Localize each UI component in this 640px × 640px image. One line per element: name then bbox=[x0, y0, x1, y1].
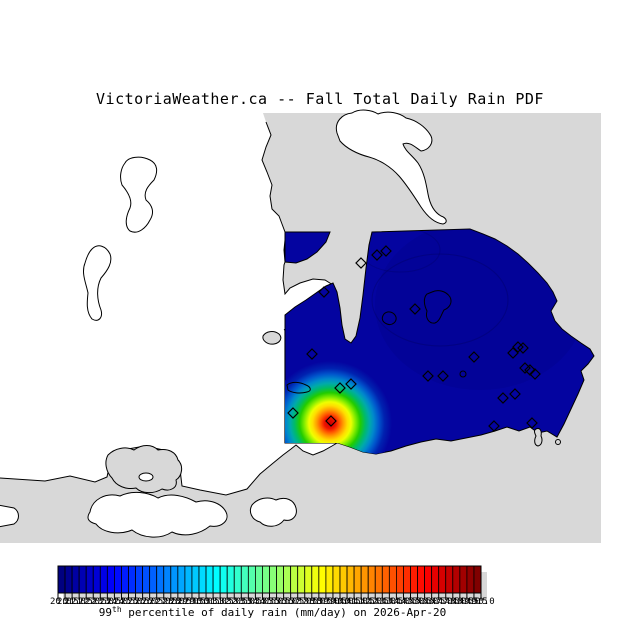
station-diamond bbox=[380, 245, 392, 257]
station-diamond bbox=[422, 370, 434, 382]
station-diamond bbox=[318, 286, 330, 298]
station-diamond bbox=[306, 348, 318, 360]
station-diamond bbox=[355, 257, 367, 269]
discovery-islet bbox=[262, 331, 282, 345]
caption-text: percentile of daily rain (mm/day) on 202… bbox=[121, 606, 447, 619]
lake-outline-north bbox=[120, 156, 158, 233]
lake-outline-south bbox=[83, 245, 112, 321]
caption-superscript: th bbox=[112, 605, 122, 614]
elk-lake-outline bbox=[423, 290, 452, 324]
colorbar-tick-labels: 20.0 20.5 21.0 21.5 22.0 22.5 23.0 23.5 24.0 24.5… bbox=[50, 597, 495, 607]
station-diamond bbox=[526, 417, 538, 429]
station-diamond bbox=[345, 378, 357, 390]
left-edge-inlet bbox=[0, 504, 19, 528]
east-sooke-peninsula bbox=[105, 445, 183, 494]
station-markers bbox=[287, 245, 541, 432]
station-diamond bbox=[529, 368, 541, 380]
saltspring-island bbox=[335, 109, 447, 225]
chart-title: VictoriaWeather.ca -- Fall Total Daily R… bbox=[96, 90, 544, 108]
station-diamond bbox=[371, 249, 383, 261]
station-diamond bbox=[509, 388, 521, 400]
station-diamond bbox=[334, 382, 346, 394]
small-lake-outline bbox=[381, 311, 397, 325]
station-diamond bbox=[524, 364, 536, 376]
caption: 99th percentile of daily rain (mm/day) o… bbox=[0, 605, 545, 619]
rain-hotspot bbox=[285, 361, 392, 454]
overlay-northwest-patch bbox=[284, 231, 331, 264]
station-diamond bbox=[507, 347, 519, 359]
station-diamond bbox=[437, 370, 449, 382]
station-diamond bbox=[325, 415, 337, 427]
colorbar bbox=[57, 565, 482, 594]
station-diamond bbox=[468, 351, 480, 363]
small-islet bbox=[555, 439, 561, 445]
station-diamond bbox=[409, 303, 421, 315]
pond-outline bbox=[459, 370, 467, 378]
station-diamond bbox=[517, 342, 529, 354]
south-coastline bbox=[0, 442, 338, 496]
station-diamond bbox=[488, 420, 500, 432]
east-sooke-lagoon bbox=[138, 472, 154, 482]
colorbar-ticks bbox=[57, 593, 482, 600]
esquimalt-harbour bbox=[249, 497, 297, 527]
caption-number: 99 bbox=[98, 606, 113, 619]
trial-island bbox=[534, 428, 543, 447]
station-diamond bbox=[287, 407, 299, 419]
station-diamond bbox=[497, 392, 509, 404]
thetis-lake-outline bbox=[286, 381, 311, 394]
sooke-basin bbox=[87, 491, 228, 538]
